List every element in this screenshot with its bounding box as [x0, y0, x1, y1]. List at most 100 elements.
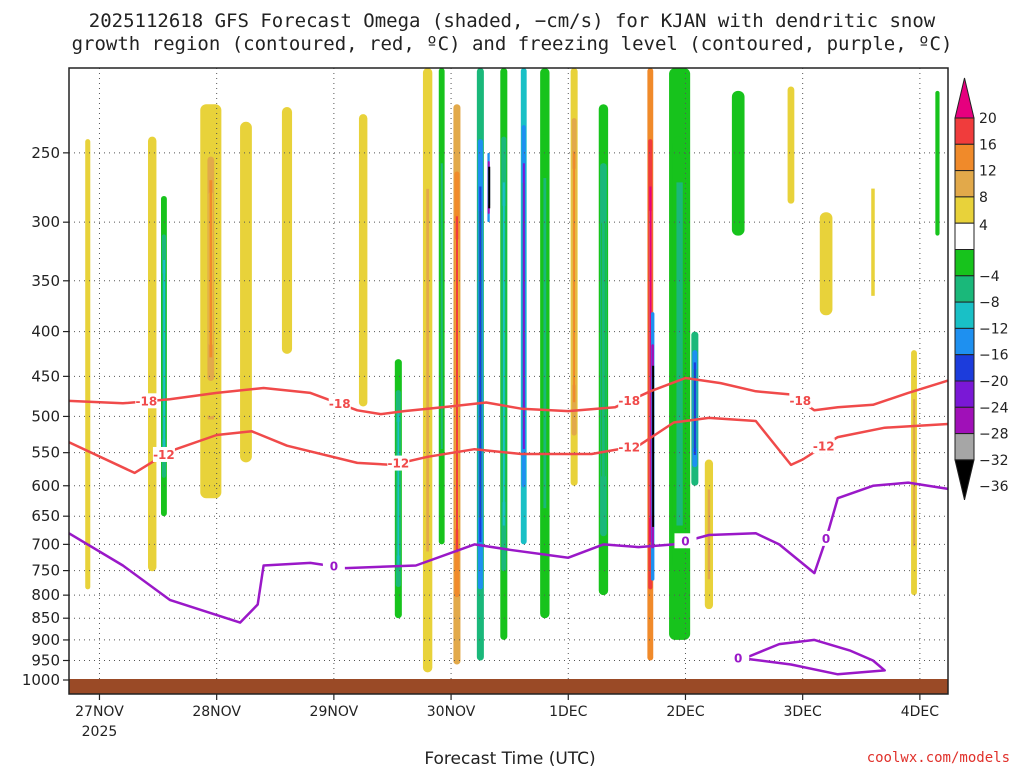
colorbar-bin-7: [954, 275, 975, 303]
plot-area: -18 -18 -18 -18 -12 -12 -12 -12 0 0 0 0: [68, 67, 949, 695]
contour-label-bg: [322, 558, 345, 574]
contour-label-dendritic-minus18-1: -18: [329, 397, 351, 411]
colorbar-bin-6: [954, 249, 975, 277]
omega-core-18: [602, 202, 605, 497]
omega-core-4: [209, 180, 213, 358]
x-tick-sublabel: 2025: [82, 724, 118, 740]
site-credit[interactable]: coolwx.com/models: [867, 750, 1010, 766]
y-tick-label-900: 900: [31, 631, 60, 649]
contour-label-dendritic-minus12-0: -12: [153, 448, 175, 462]
plot-frame: [68, 67, 949, 695]
contour-label-freezing-level-main-2: 0: [822, 532, 830, 546]
colorbar: 20 16 12 8 4 −4 −8 −12 −16 −20 −24 −28 −32 −36: [954, 77, 1009, 501]
x-tick-label-28NOV: 28NOV: [192, 704, 241, 720]
colorbar-bin-3: [954, 170, 975, 198]
x-tick-label-30NOV: 30NOV: [427, 704, 476, 720]
contour-label-bg: [152, 446, 175, 462]
y-tick-label-1000: 1000: [22, 671, 60, 689]
omega-core-6: [284, 132, 290, 328]
contour-label-dendritic-minus12-1: -12: [387, 457, 409, 471]
ground-surface: [69, 679, 948, 694]
y-tick-label-600: 600: [31, 477, 60, 495]
contour-label-bg: [674, 533, 697, 549]
x-tick-label-1DEC: 1DEC: [549, 704, 588, 720]
colorbar-bin-10: [954, 354, 975, 382]
x-axis-title: Forecast Time (UTC): [424, 749, 595, 768]
omega-core-28: [913, 399, 916, 547]
contour-label-freezing-level-low-0: 0: [734, 651, 742, 665]
x-tick-label-2DEC: 2DEC: [666, 704, 705, 720]
colorbar-label-7: −12: [979, 321, 1009, 337]
colorbar-bottom-arrow: [954, 459, 975, 501]
contour-label-bg: [815, 530, 838, 546]
y-tick-label-950: 950: [31, 651, 60, 669]
colorbar-label-13: −36: [979, 479, 1009, 495]
omega-core-25: [789, 98, 793, 192]
colorbar-bin-8: [954, 301, 975, 329]
colorbar-label-12: −32: [979, 453, 1009, 469]
y-tick-label-850: 850: [31, 609, 60, 627]
omega-core-15: [522, 163, 525, 450]
contour-label-bg: [618, 392, 641, 408]
y-tick-label-800: 800: [31, 586, 60, 604]
omega-core-5: [243, 157, 249, 427]
contour-label-bg: [387, 455, 410, 471]
y-tick-label-750: 750: [31, 562, 60, 580]
x-tick-label-3DEC: 3DEC: [784, 704, 823, 720]
contour-label-bg: [812, 438, 835, 454]
x-tick-label-27NOV: 27NOV: [75, 704, 124, 720]
x-axis: 27NOV 2025 28NOV 29NOV 30NOV 1DEC 2DEC 3DEC 4DEC: [75, 694, 939, 740]
colorbar-bin-11: [954, 380, 975, 408]
temperature-contours: -18 -18 -18 -18 -12 -12 -12 -12 0 0 0 0: [68, 376, 949, 676]
contour-freezing-level-low: [743, 638, 886, 676]
contour-label-bg: [727, 650, 750, 666]
contour-label-freezing-level-main-1: 0: [681, 534, 689, 548]
omega-core-24: [735, 106, 741, 221]
omega-core-2: [163, 259, 166, 453]
omega-core-13: [488, 166, 491, 209]
omega-core-12: [479, 186, 482, 542]
colorbar-bin-13: [954, 433, 975, 461]
omega-core-17: [573, 151, 576, 403]
contour-label-bg: [135, 393, 158, 409]
colorbar-bin-9: [954, 327, 975, 356]
contour-label-freezing-level-main-0: 0: [330, 559, 338, 573]
colorbar-label-10: −24: [979, 400, 1009, 416]
omega-core-0: [86, 186, 89, 542]
omega-core-14: [502, 182, 505, 526]
omega-core-16: [543, 178, 547, 509]
contour-label-dendritic-minus12-3: -12: [813, 439, 835, 453]
omega-core-7: [361, 144, 365, 376]
omega-core-9: [426, 188, 430, 552]
colorbar-bin-1: [954, 117, 975, 145]
chart-title-line-1: 2025112618 GFS Forecast Omega (shaded, −…: [89, 10, 936, 32]
y-tick-label-650: 650: [31, 507, 60, 525]
contour-label-dendritic-minus18-3: -18: [789, 394, 811, 408]
contour-label-bg: [789, 392, 812, 408]
colorbar-label-11: −28: [979, 427, 1009, 443]
colorbar-label-5: −4: [979, 269, 1000, 285]
contour-label-dendritic-minus18-0: -18: [136, 394, 158, 408]
colorbar-label-6: −8: [979, 295, 1000, 311]
omega-core-19: [649, 186, 652, 542]
omega-core-22: [693, 362, 696, 455]
colorbar-label-0: 20: [979, 111, 997, 127]
colorbar-label-2: 12: [979, 164, 997, 180]
omega-core-20: [652, 365, 655, 527]
chart-title-line-2: growth region (contoured, red, ºC) and f…: [72, 33, 953, 55]
colorbar-bin-5: [954, 222, 975, 250]
y-tick-label-250: 250: [31, 144, 60, 162]
omega-core-21: [676, 182, 683, 526]
omega-core-29: [936, 106, 939, 221]
y-tick-label-450: 450: [31, 367, 60, 385]
colorbar-label-3: 8: [979, 190, 988, 206]
contour-label-bg: [618, 439, 641, 455]
omega-core-11: [455, 216, 458, 553]
colorbar-label-4: 4: [979, 218, 988, 234]
colorbar-label-8: −16: [979, 348, 1009, 364]
x-tick-label-4DEC: 4DEC: [901, 704, 940, 720]
x-tick-label-29NOV: 29NOV: [310, 704, 359, 720]
omega-core-27: [871, 188, 875, 296]
omega-core-26: [823, 223, 829, 305]
